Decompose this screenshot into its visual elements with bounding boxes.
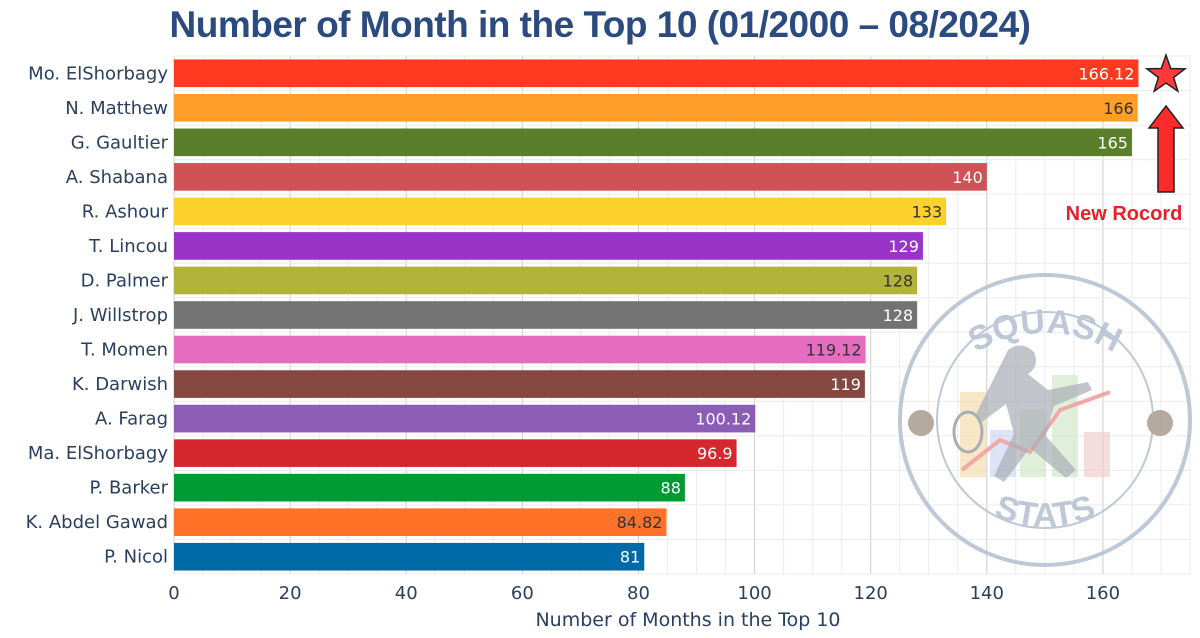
- bar: [174, 542, 645, 571]
- category-label: P. Nicol: [104, 547, 168, 568]
- bar-value-label: 166.12: [1078, 64, 1134, 83]
- bar: [174, 266, 918, 295]
- category-label: J. Willstrop: [72, 305, 168, 326]
- category-label: K. Abdel Gawad: [26, 512, 168, 533]
- bar: [174, 59, 1139, 88]
- bars: [174, 59, 1139, 571]
- watermark-trend-line: [960, 390, 1111, 472]
- category-label: K. Darwish: [72, 374, 168, 395]
- new-record-label: New Rocord: [1066, 203, 1183, 225]
- bar-value-label: 165: [1097, 133, 1128, 152]
- bar-value-label: 81: [620, 548, 640, 567]
- bar: [174, 163, 987, 191]
- bar: [174, 370, 865, 398]
- bar-value-label: 84.82: [617, 513, 663, 532]
- category-label: D. Palmer: [81, 270, 169, 291]
- x-tick-label: 160: [1086, 583, 1120, 604]
- category-label: G. Gaultier: [71, 132, 169, 153]
- bar: [174, 508, 667, 537]
- watermark-outer-ring: [898, 273, 1192, 567]
- watermark-ball-right: [1147, 410, 1173, 436]
- bar: [174, 335, 866, 364]
- category-label: T. Lincou: [88, 236, 168, 257]
- bar-value-label: 88: [661, 479, 681, 498]
- category-label: A. Farag: [95, 409, 168, 430]
- x-tick-label: 140: [970, 583, 1004, 604]
- x-tick-label: 80: [627, 583, 650, 604]
- x-tick-label: 120: [854, 583, 888, 604]
- bar-value-label: 128: [883, 271, 914, 290]
- up-arrow-icon: [1147, 104, 1185, 193]
- x-tick-label: 40: [395, 583, 418, 604]
- bar-value-label: 166: [1103, 99, 1134, 118]
- x-axis-ticks: 0 20 40 60 80 100 120 140 160: [168, 583, 1120, 604]
- watermark-racket: [952, 410, 984, 454]
- bar: [174, 128, 1132, 157]
- category-label: P. Barker: [89, 478, 168, 499]
- category-label: T. Momen: [80, 340, 168, 361]
- record-annotation: New Rocord: [1066, 52, 1188, 225]
- bar: [174, 232, 923, 260]
- category-label: Mo. ElShorbagy: [28, 63, 168, 84]
- bar-value-label: 129: [888, 237, 919, 256]
- bar: [174, 301, 918, 329]
- x-tick-label: 100: [737, 583, 771, 604]
- value-labels: 166.12 166 165 140 133 129 128 128 119.12 119 100.…: [617, 64, 1135, 566]
- category-label: R. Ashour: [82, 201, 169, 222]
- bar-value-label: 119.12: [806, 341, 862, 360]
- bar: [174, 473, 685, 502]
- watermark-player-silhouette: [976, 345, 1092, 482]
- category-label: A. Shabana: [66, 167, 168, 188]
- bar-value-label: 133: [912, 202, 943, 221]
- bar: [174, 93, 1138, 122]
- category-labels: Mo. ElShorbagy N. Matthew G. Gaultier A. Sh…: [26, 63, 169, 567]
- bar-value-label: 119: [830, 375, 861, 394]
- star-icon: [1144, 52, 1188, 94]
- bar-value-label: 140: [952, 168, 983, 187]
- watermark-bar: [1084, 432, 1110, 477]
- x-tick-label: 0: [168, 583, 179, 604]
- bar: [174, 404, 756, 433]
- bar-value-label: 128: [883, 306, 914, 325]
- x-tick-label: 20: [279, 583, 302, 604]
- chart-title: Number of Month in the Top 10 (01/2000 –…: [169, 4, 1032, 45]
- x-tick-label: 60: [511, 583, 534, 604]
- category-label: N. Matthew: [65, 98, 168, 119]
- category-label: Ma. ElShorbagy: [28, 443, 169, 464]
- bar: [174, 439, 737, 467]
- x-axis-title: Number of Months in the Top 10: [535, 609, 840, 631]
- bar-value-label: 100.12: [695, 410, 751, 429]
- watermark-ball-left: [908, 410, 934, 436]
- bar: [174, 197, 947, 226]
- bar-value-label: 96.9: [697, 444, 733, 463]
